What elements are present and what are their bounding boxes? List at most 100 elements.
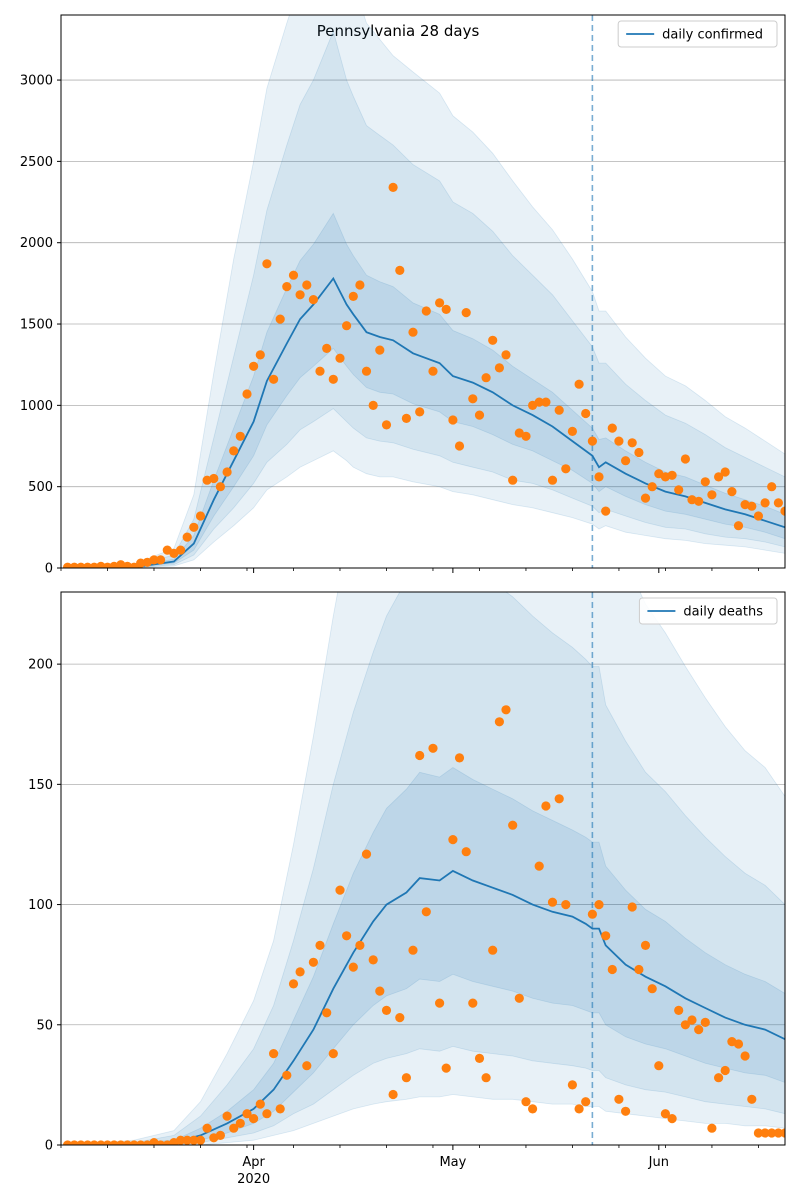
deaths-observed-point	[561, 900, 571, 910]
confirmed-observed-point	[295, 290, 305, 300]
confirmed-observed-point	[395, 265, 405, 275]
deaths-observed-point	[587, 909, 598, 919]
deaths-observed-point	[368, 955, 378, 965]
deaths-legend-box	[638, 597, 778, 625]
confirmed-observed-point	[282, 282, 292, 292]
deaths-observed-point	[601, 931, 611, 941]
confirmed-observed-point	[176, 545, 186, 555]
deaths-observed-point	[567, 1080, 578, 1090]
confirmed-observed-point	[567, 426, 578, 436]
deaths-observed-point	[189, 1135, 199, 1145]
confirmed-observed-point	[541, 397, 551, 407]
deaths-observed-point	[720, 1065, 730, 1076]
deaths-ytick-label: 200	[28, 658, 53, 673]
confirmed-panel: 0 500 1000 1500 2000 2500 3000 daily confirmed	[20, 14, 786, 577]
confirmed-observed-point	[435, 298, 445, 308]
confirmed-axes-frame	[60, 14, 786, 569]
deaths-observed-point	[454, 753, 465, 763]
confirmed-observed-point	[780, 506, 785, 516]
deaths-observed-point	[747, 1094, 757, 1104]
deaths-observed-point	[215, 1130, 225, 1140]
deaths-observed-point	[547, 897, 558, 907]
deaths-observed-point	[780, 1128, 785, 1138]
confirmed-observed-point	[481, 373, 491, 383]
deaths-observed-point	[322, 1008, 332, 1018]
deaths-ytick-label: 100	[28, 898, 53, 913]
deaths-observed-point	[229, 1123, 239, 1133]
deaths-observed-point	[494, 717, 504, 727]
deaths-observed-point	[195, 1135, 206, 1145]
confirmed-observed-point	[727, 487, 737, 497]
deaths-observed-point	[687, 1015, 697, 1025]
confirmed-observed-point	[235, 431, 245, 441]
confirmed-observed-point	[501, 350, 511, 360]
confirmed-observed-point	[269, 374, 279, 384]
deaths-observed-point	[255, 1099, 265, 1109]
confirmed-observed-point	[747, 501, 757, 511]
confirmed-observed-point	[342, 321, 352, 331]
deaths-observed-point	[415, 750, 425, 761]
deaths-observed-point	[342, 931, 352, 941]
confirmed-observed-point	[621, 456, 631, 466]
deaths-observed-point	[295, 967, 305, 977]
deaths-observed-point	[282, 1070, 292, 1080]
confirmed-observed-point	[381, 420, 392, 430]
deaths-observed-point	[408, 945, 418, 955]
confirmed-observed-point	[733, 521, 744, 531]
deaths-observed-point	[435, 998, 445, 1008]
deaths-observed-point	[634, 964, 644, 975]
deaths-observed-point	[235, 1118, 245, 1128]
deaths-observed-point	[381, 1005, 392, 1016]
confirmed-observed-point	[680, 454, 691, 464]
deaths-observed-point	[581, 1097, 591, 1107]
confirmed-observed-point	[275, 314, 285, 324]
confirmed-observed-point	[627, 438, 637, 448]
deaths-observed-point	[488, 945, 498, 955]
confirmed-median-line	[67, 276, 785, 568]
deaths-observed-point	[315, 940, 325, 951]
confirmed-observed-point	[773, 498, 784, 508]
confirmed-observed-point	[229, 446, 239, 456]
confirmed-observed-point	[348, 291, 358, 301]
deaths-observed-point	[654, 1061, 664, 1071]
deaths-observed-point	[182, 1135, 192, 1145]
deaths-observed-point	[674, 1005, 684, 1016]
deaths-observed-point	[767, 1128, 777, 1138]
confirmed-observed-point	[594, 472, 604, 482]
confirmed-observed-point	[753, 511, 764, 521]
deaths-observed-point	[249, 1114, 259, 1124]
deaths-observed-point	[308, 957, 318, 967]
deaths-observed-point	[554, 794, 564, 804]
deaths-observed-point	[753, 1128, 764, 1138]
deaths-observed-point	[242, 1109, 252, 1119]
confirmed-observed-point	[647, 482, 657, 492]
confirmed-ytick-label: 2000	[20, 236, 53, 251]
confirmed-observed-point	[667, 470, 677, 480]
confirmed-observed-point	[242, 389, 252, 399]
deaths-observed-point	[621, 1106, 631, 1116]
confirmed-observed-point	[255, 350, 265, 360]
confirmed-observed-point	[302, 280, 312, 290]
deaths-observed-point	[328, 1049, 338, 1059]
confirmed-observed-point	[448, 415, 458, 425]
confirmed-observed-point	[468, 394, 478, 404]
confirmed-observed-point	[361, 366, 372, 376]
deaths-observed-point	[640, 940, 651, 951]
confirmed-observed-point	[767, 482, 777, 492]
deaths-observed-point	[694, 1025, 704, 1035]
confirmed-ytick-label: 500	[28, 480, 53, 495]
confirmed-ytick-label: 3000	[20, 74, 53, 89]
confirmed-observed-point	[421, 306, 431, 316]
deaths-observed-point	[627, 902, 637, 912]
confirmed-observed-point	[700, 477, 710, 487]
deaths-observed-point	[222, 1111, 232, 1121]
deaths-observed-point	[421, 907, 431, 917]
confirmed-observed-point	[215, 482, 225, 492]
confirmed-plot-area	[61, 15, 785, 568]
deaths-observed-point	[700, 1017, 710, 1027]
confirmed-observed-point	[454, 441, 465, 451]
deaths-observed-point	[528, 1104, 538, 1114]
deaths-observed-point	[594, 900, 604, 910]
confirmed-observed-point	[461, 308, 471, 318]
